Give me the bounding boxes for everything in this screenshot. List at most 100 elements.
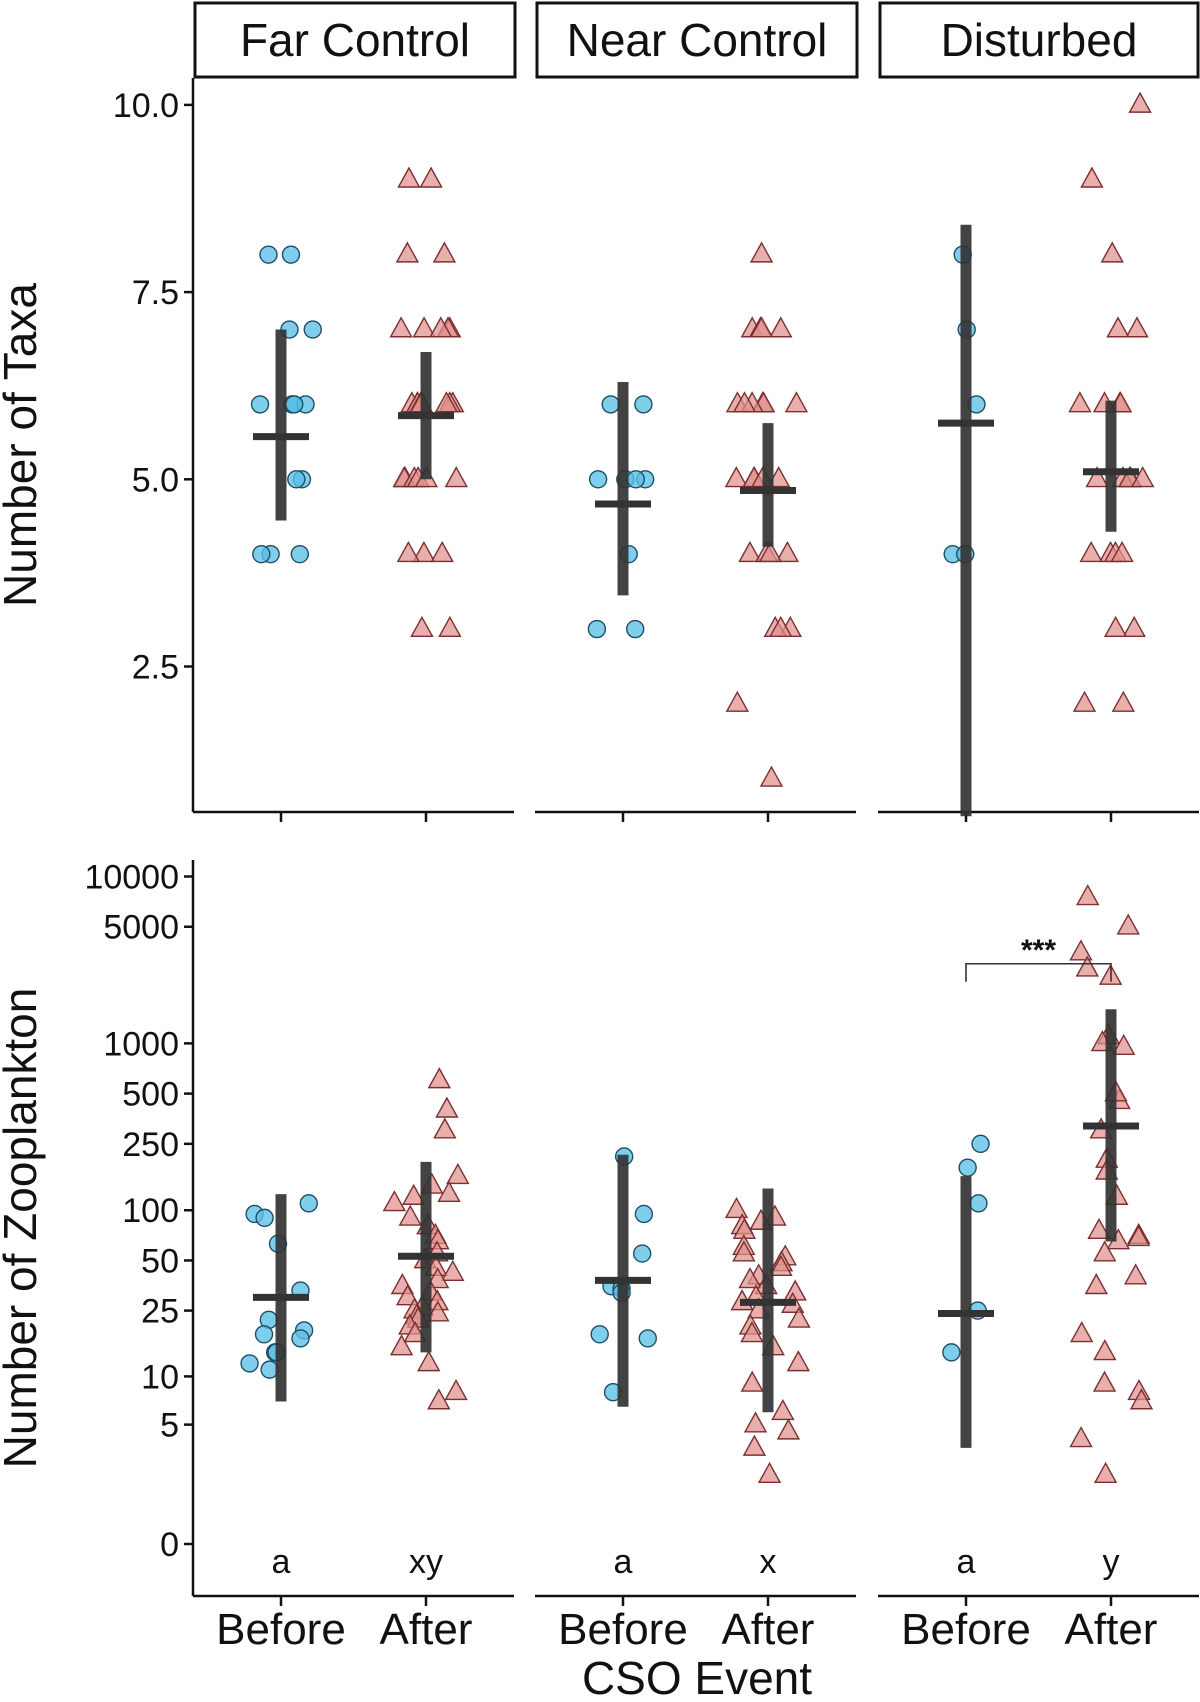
after-point	[432, 241, 457, 263]
after-point	[743, 1411, 768, 1433]
after-point	[396, 540, 421, 563]
after-point	[1075, 955, 1099, 977]
after-point	[775, 540, 800, 563]
after-point	[417, 1350, 441, 1372]
y-tick-label: 5	[160, 1407, 179, 1445]
y-tick-label: 10.0	[113, 87, 179, 125]
after-point	[1131, 466, 1155, 488]
after-point	[1069, 1426, 1093, 1448]
after-point	[427, 1388, 451, 1410]
before-point	[626, 470, 646, 489]
before-point	[303, 320, 322, 339]
after-point	[1111, 690, 1136, 712]
before-point	[969, 1194, 988, 1213]
before-point	[250, 395, 270, 414]
after-point	[1070, 1321, 1094, 1343]
after-point	[1087, 1217, 1111, 1240]
after-point	[784, 391, 809, 413]
after-point	[1129, 1388, 1154, 1410]
after-point	[1126, 1224, 1151, 1247]
y-tick-label: 500	[122, 1076, 179, 1114]
y-tick-label: 50	[141, 1242, 179, 1280]
panel-strip-label: Near Control	[567, 14, 828, 66]
after-point	[1076, 884, 1100, 906]
after-point	[749, 316, 774, 338]
after-point	[425, 1267, 450, 1289]
panel-strip-label: Far Control	[240, 14, 470, 66]
after-point	[771, 1398, 795, 1421]
y-axis-title: Number of Zooplankton	[0, 988, 46, 1469]
after-point	[430, 540, 454, 563]
after-point	[1125, 316, 1149, 338]
y-tick-label: 1000	[103, 1025, 179, 1063]
y-tick-label: 7.5	[132, 274, 179, 312]
after-point	[749, 241, 774, 263]
summary-marks: ***	[253, 224, 1139, 1448]
before-point	[254, 1325, 274, 1344]
x-axis-title: CSO Event	[582, 1652, 812, 1702]
after-point	[1085, 466, 1109, 488]
before-point	[281, 245, 301, 264]
after-point	[1116, 913, 1140, 935]
after-point	[724, 466, 749, 488]
y-tick-label: 25	[141, 1293, 179, 1331]
after-point	[758, 540, 783, 563]
before-point	[588, 470, 608, 489]
after-point	[427, 1067, 452, 1089]
after-point	[740, 1321, 764, 1343]
before-point	[633, 1244, 652, 1263]
after-point	[1100, 241, 1124, 263]
x-tick-label: Before	[558, 1605, 688, 1654]
x-tick-label: After	[380, 1605, 473, 1654]
after-point	[382, 1190, 407, 1212]
after-point	[769, 1254, 793, 1277]
panel-strip-label: Disturbed	[941, 14, 1138, 66]
x-tick-label: Before	[216, 1605, 346, 1654]
after-point	[429, 316, 453, 338]
panel-strip-box	[878, 1, 1200, 79]
before-point	[590, 1325, 609, 1344]
after-point	[1093, 1339, 1117, 1361]
after-point	[1079, 540, 1103, 563]
after-point	[433, 1117, 457, 1139]
after-point	[1106, 316, 1130, 338]
after-point	[426, 1300, 450, 1322]
after-point	[787, 1306, 811, 1328]
after-point	[1128, 91, 1152, 113]
after-point	[786, 1350, 811, 1372]
before-point	[601, 395, 620, 414]
panel-strip-box	[535, 1, 859, 79]
after-point	[389, 316, 413, 338]
before-point	[638, 1329, 657, 1348]
data-marks	[240, 91, 1155, 1484]
before-point	[252, 544, 271, 564]
after-point	[1072, 690, 1097, 712]
y-tick-label: 10	[141, 1358, 179, 1396]
after-point	[1069, 939, 1093, 961]
after-point	[738, 540, 762, 563]
axes: 2.5 5.0 7.5 10.0 0 5 10 25 50 100 250 500 1000 5000 10…	[84, 78, 1199, 1654]
significance-bracket	[965, 962, 1112, 982]
group-letter: x	[760, 1543, 777, 1581]
after-point	[437, 1180, 461, 1202]
group-letter: y	[1103, 1543, 1120, 1581]
before-point	[259, 245, 278, 264]
after-point	[401, 1183, 426, 1205]
after-point	[1093, 1461, 1118, 1484]
before-point	[971, 1134, 990, 1154]
after-point	[1123, 1263, 1148, 1285]
before-point	[285, 395, 304, 414]
before-point	[634, 395, 653, 414]
after-point	[395, 1284, 420, 1306]
after-point	[412, 316, 436, 338]
before-point	[299, 1194, 318, 1213]
after-point	[776, 1418, 801, 1440]
before-point	[587, 619, 607, 639]
y-tick-label: 5000	[103, 909, 179, 947]
after-point	[438, 615, 462, 637]
before-point	[958, 1158, 977, 1177]
before-point	[255, 1208, 274, 1228]
before-point	[291, 1329, 310, 1348]
after-point	[1122, 615, 1146, 637]
